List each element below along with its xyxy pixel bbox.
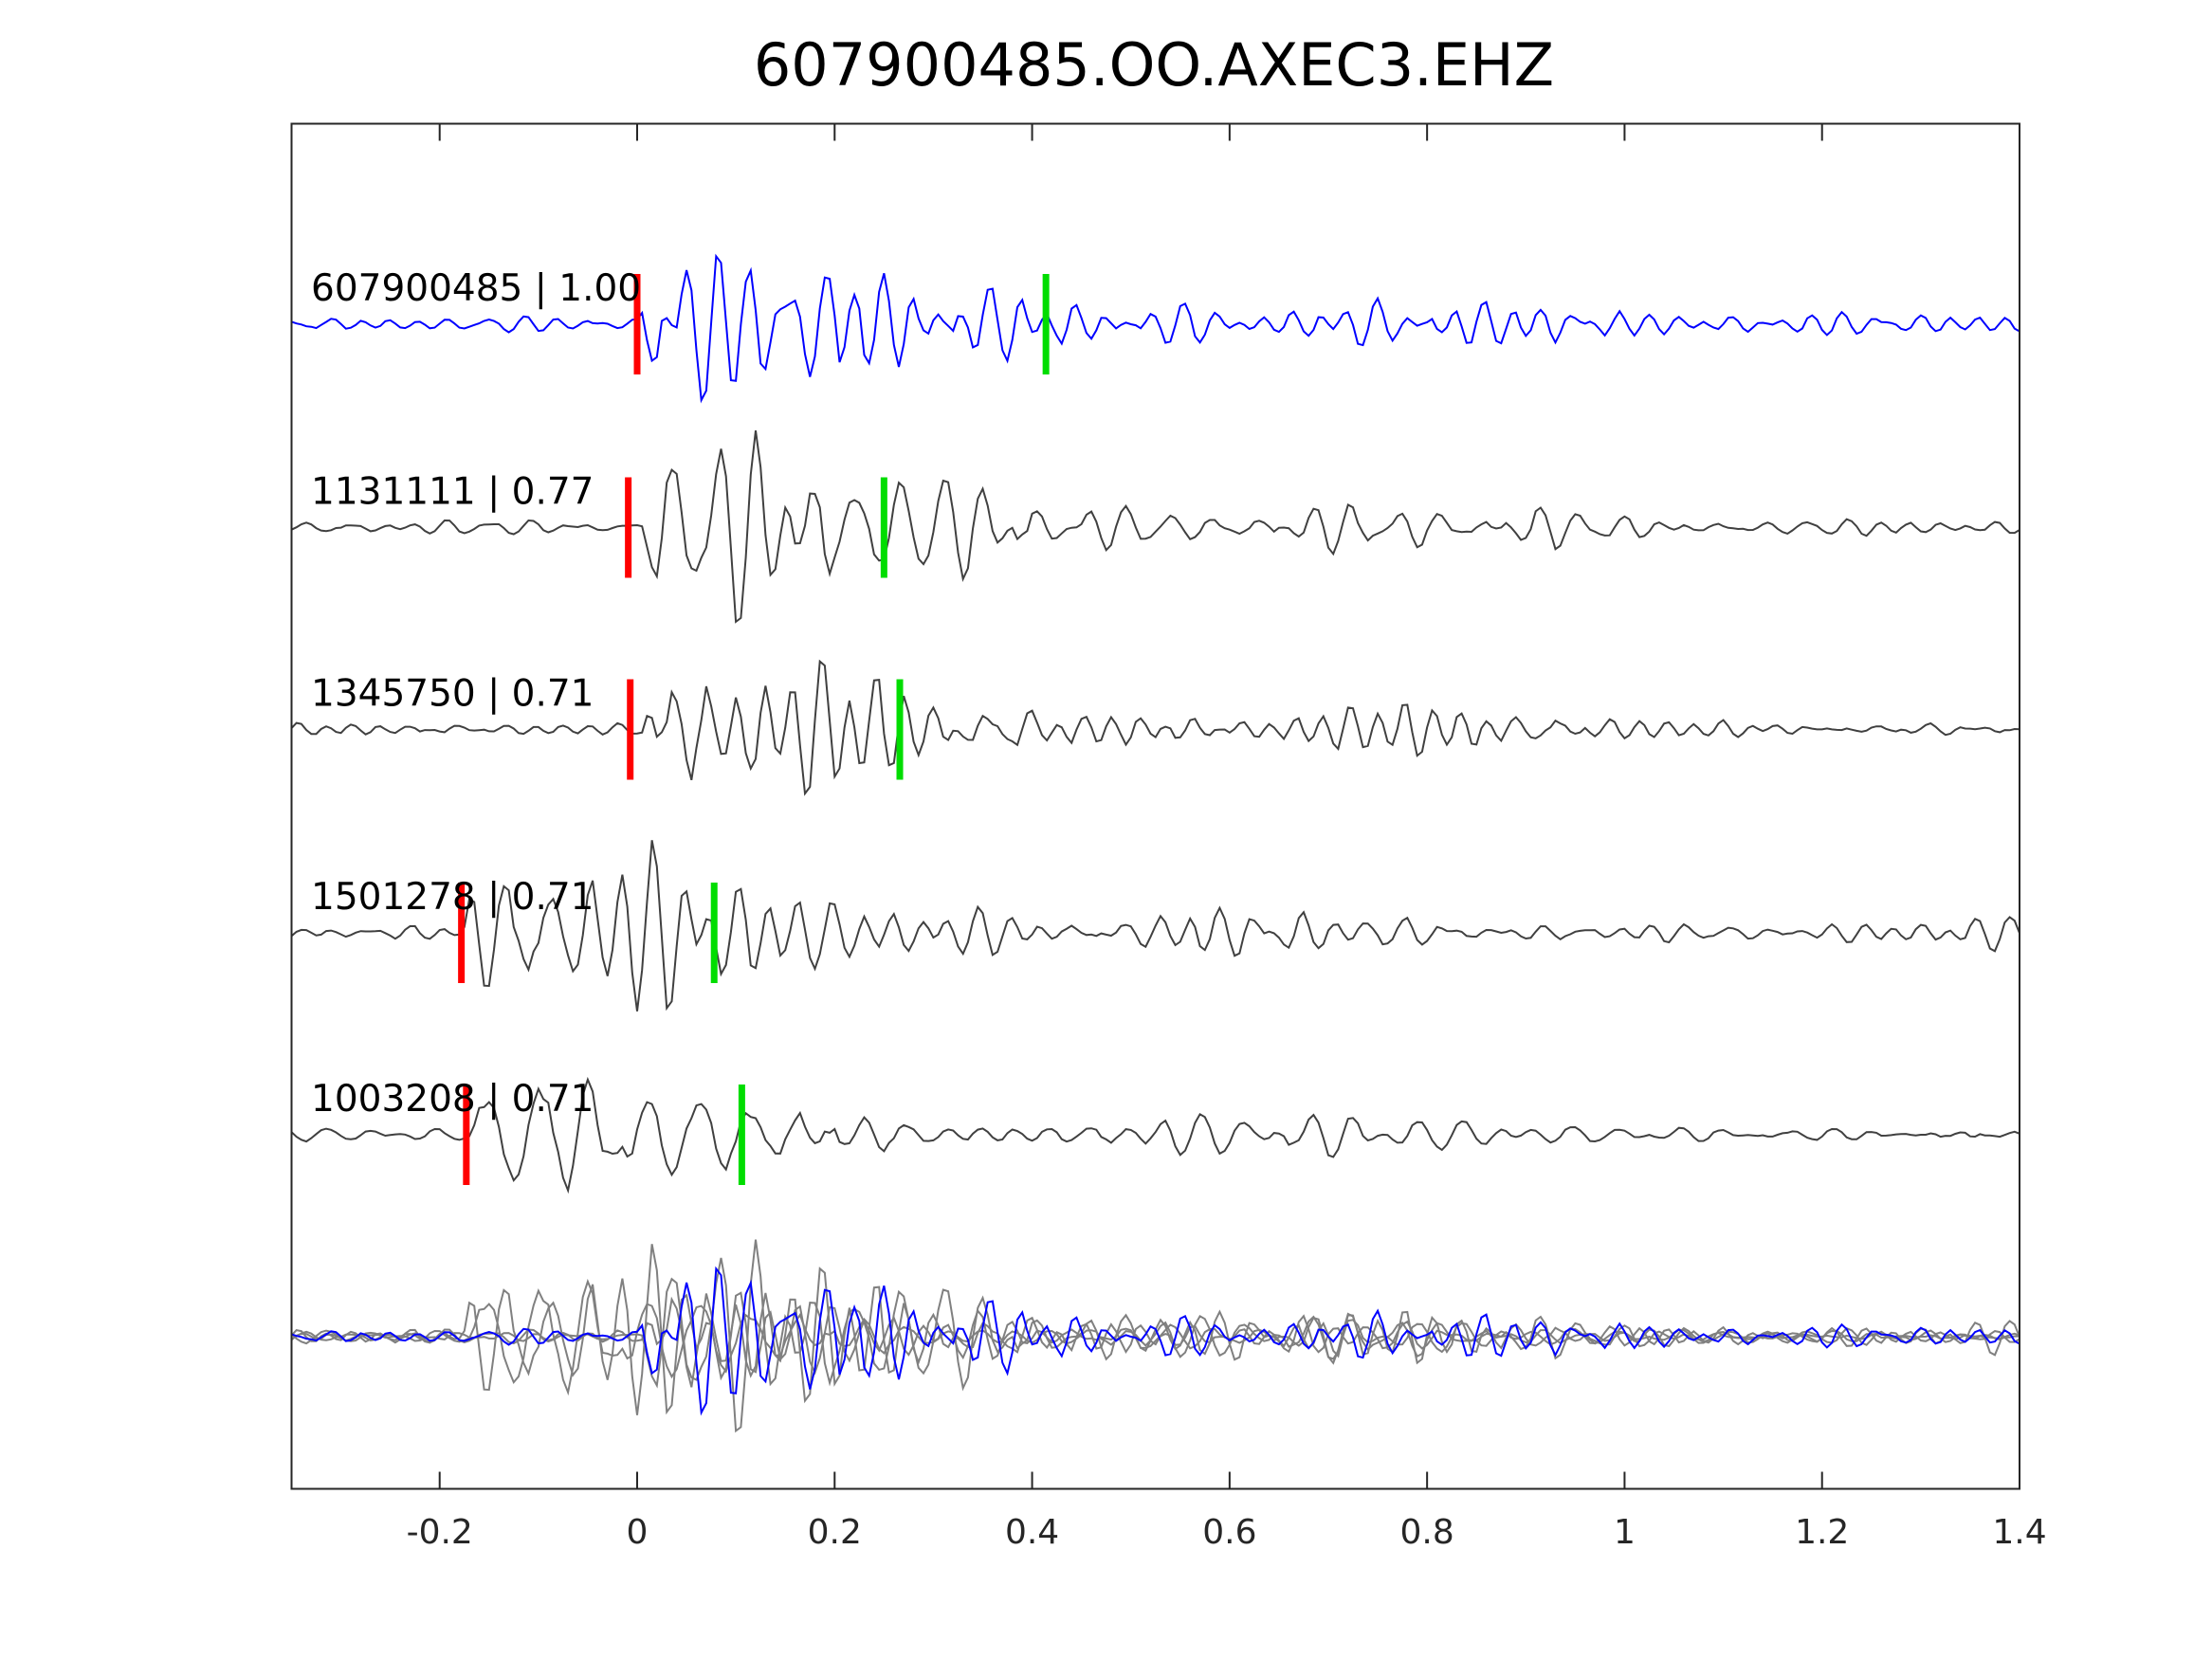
x-tick-label: 1.2 bbox=[1795, 1513, 1849, 1552]
x-tick-label: 1.4 bbox=[1992, 1513, 2046, 1552]
x-tick-label: 0.6 bbox=[1202, 1513, 1256, 1552]
trace-1131111 bbox=[291, 429, 2020, 624]
picks-group bbox=[458, 274, 1050, 1185]
chart-title: 607900485.OO.AXEC3.EHZ bbox=[754, 30, 1554, 100]
overlay-trace-1345750 bbox=[290, 1267, 2020, 1404]
x-tick-label: 0.4 bbox=[1005, 1513, 1059, 1552]
trace-label: 607900485 | 1.00 bbox=[311, 267, 641, 310]
trace-label: 1131111 | 0.77 bbox=[311, 471, 594, 514]
x-tick-label: 0 bbox=[627, 1513, 649, 1552]
overlay-trace-1003208 bbox=[290, 1278, 2020, 1396]
trace-1501278 bbox=[290, 840, 2020, 1012]
traces-group bbox=[290, 253, 2020, 1433]
x-tick-label: 0.2 bbox=[808, 1513, 862, 1552]
x-tick-label: -0.2 bbox=[407, 1513, 473, 1552]
axes-box bbox=[290, 122, 2020, 1490]
trace-1003208 bbox=[290, 1076, 2020, 1194]
trace-label: 1345750 | 0.71 bbox=[311, 673, 594, 716]
x-tick-label: 1 bbox=[1614, 1513, 1636, 1552]
trace-label: 1003208 | 0.71 bbox=[311, 1078, 594, 1121]
trace-label: 1501278 | 0.71 bbox=[311, 876, 594, 919]
overlay-trace-607900485 bbox=[291, 1266, 2020, 1416]
trace-labels: 607900485 | 1.00 1131111 | 0.77 1345750 | … bbox=[311, 267, 641, 1121]
x-ticks: -0.2 0 0.2 0.4 0.6 0.8 1 1.2 1.4 bbox=[407, 123, 2047, 1552]
trace-1345750 bbox=[290, 659, 2020, 796]
x-tick-label: 0.8 bbox=[1400, 1513, 1454, 1552]
trace-607900485 bbox=[291, 253, 2020, 404]
